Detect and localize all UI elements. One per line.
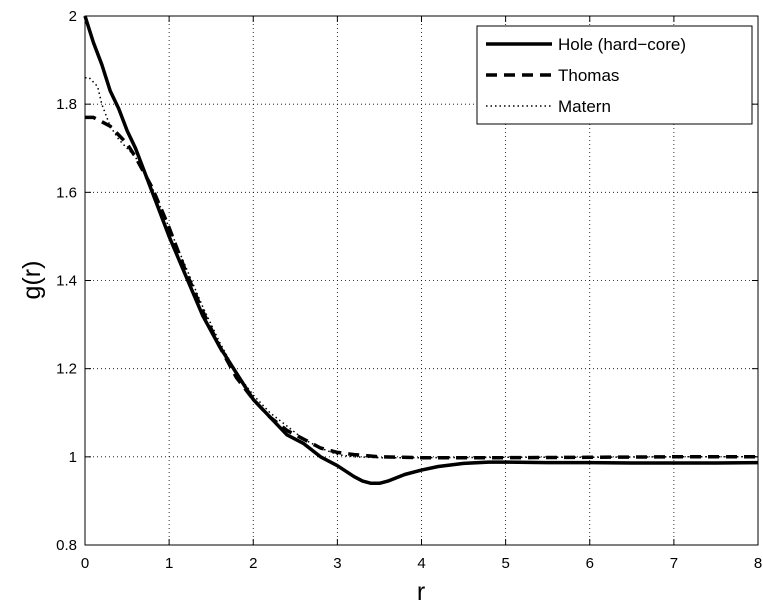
x-tick-label: 8 [754,555,762,572]
y-tick-label: 1.2 [56,361,77,378]
y-tick-label: 1.4 [56,273,77,290]
x-tick-label: 4 [417,555,425,572]
tick-marks [84,15,759,546]
y-tick-label: 0.8 [56,537,77,554]
x-axis-label: r [417,578,425,606]
legend-label-hole: Hole (hard−core) [558,35,686,54]
series-line-hole [83,15,759,486]
x-tick-label: 1 [165,555,173,572]
x-tick-label: 3 [333,555,341,572]
legend: Hole (hard−core) Thomas Matern [476,25,753,125]
x-tick-label: 0 [81,555,89,572]
series-line-matern [85,76,758,459]
grid-lines [85,16,758,545]
y-tick-label: 1 [69,449,77,466]
y-tick-label: 1.6 [56,184,77,201]
y-tick-label: 1.8 [56,96,77,113]
x-tick-label: 7 [670,555,678,572]
x-tick-label: 5 [501,555,509,572]
y-tick-label: 2 [69,8,77,25]
series-line-thomas [85,115,758,460]
series-layer [83,15,759,486]
legend-label-thomas: Thomas [558,66,619,85]
y-axis-label: g(r) [18,261,46,300]
x-tick-label: 2 [249,555,257,572]
legend-label-matern: Matern [558,97,611,116]
tick-labels: 0 1 2 3 4 5 6 7 8 0.8 1 1.2 1.4 1.6 1.8 2 [56,8,762,572]
x-tick-label: 6 [586,555,594,572]
